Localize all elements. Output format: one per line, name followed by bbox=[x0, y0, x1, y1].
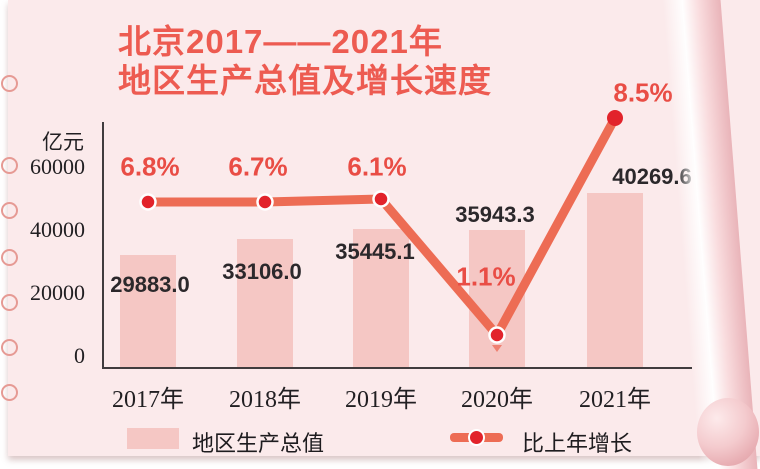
gdp-bar-2018年 bbox=[237, 239, 293, 367]
growth-dot-2019年 bbox=[372, 190, 390, 208]
chart-title-line2: 地区生产总值及增长速度 bbox=[118, 62, 492, 99]
growth-value-label-2019年: 6.1% bbox=[347, 151, 407, 182]
gdp-value-label-2018年: 33106.0 bbox=[222, 259, 302, 284]
growth-dot-2021年 bbox=[607, 110, 623, 126]
y-tick-60000: 60000 bbox=[30, 154, 85, 179]
gdp-bar-2021年 bbox=[587, 193, 643, 367]
page-curl-roll bbox=[697, 398, 759, 466]
growth-dot-2017年 bbox=[139, 193, 157, 211]
x-tick-2019年: 2019年 bbox=[345, 387, 417, 413]
chart-title: 北京2017——2021年 地区生产总值及增长速度 bbox=[118, 22, 492, 100]
y-axis-unit-label: 亿元 bbox=[42, 130, 84, 154]
growth-value-label-2021年: 8.5% bbox=[613, 77, 673, 108]
gdp-value-label-2020年: 35943.3 bbox=[455, 202, 535, 227]
x-axis-line bbox=[102, 367, 692, 369]
x-tick-2017年: 2017年 bbox=[112, 387, 184, 413]
gdp-bar-2019年 bbox=[353, 229, 409, 367]
x-tick-2020年: 2020年 bbox=[461, 387, 533, 413]
y-tick-40000: 40000 bbox=[30, 217, 85, 242]
binder-ring-icon bbox=[1, 202, 18, 219]
binder-ring-icon bbox=[1, 339, 18, 356]
growth-value-label-2018年: 6.7% bbox=[228, 151, 288, 182]
growth-dot-2020年 bbox=[488, 326, 506, 344]
x-tick-2021年: 2021年 bbox=[579, 387, 651, 413]
binder-ring-icon bbox=[1, 249, 18, 266]
y-tick-20000: 20000 bbox=[30, 280, 85, 305]
binder-ring-icon bbox=[1, 294, 18, 311]
binder-ring-icon bbox=[1, 384, 18, 401]
growth-value-label-2020年: 1.1% bbox=[456, 261, 516, 292]
legend-growth-label: 比上年增长 bbox=[522, 431, 633, 456]
growth-dot-arrow-icon bbox=[492, 345, 502, 352]
legend-growth-dot-icon bbox=[468, 429, 485, 446]
legend-gdp-label: 地区生产总值 bbox=[192, 431, 325, 456]
chart-title-line1: 北京2017——2021年 bbox=[118, 23, 443, 60]
growth-dot-2018年 bbox=[256, 193, 274, 211]
gdp-bar-2017年 bbox=[120, 255, 176, 367]
legend-gdp-swatch bbox=[127, 428, 179, 449]
x-tick-2018年: 2018年 bbox=[229, 387, 301, 413]
binder-ring-icon bbox=[1, 75, 18, 92]
y-axis-line bbox=[102, 122, 104, 368]
binder-ring-icon bbox=[1, 157, 18, 174]
gdp-value-label-2017年: 29883.0 bbox=[110, 272, 190, 297]
gdp-value-label-2019年: 35445.1 bbox=[335, 239, 415, 264]
growth-value-label-2017年: 6.8% bbox=[120, 151, 180, 182]
y-tick-0: 0 bbox=[74, 343, 85, 368]
